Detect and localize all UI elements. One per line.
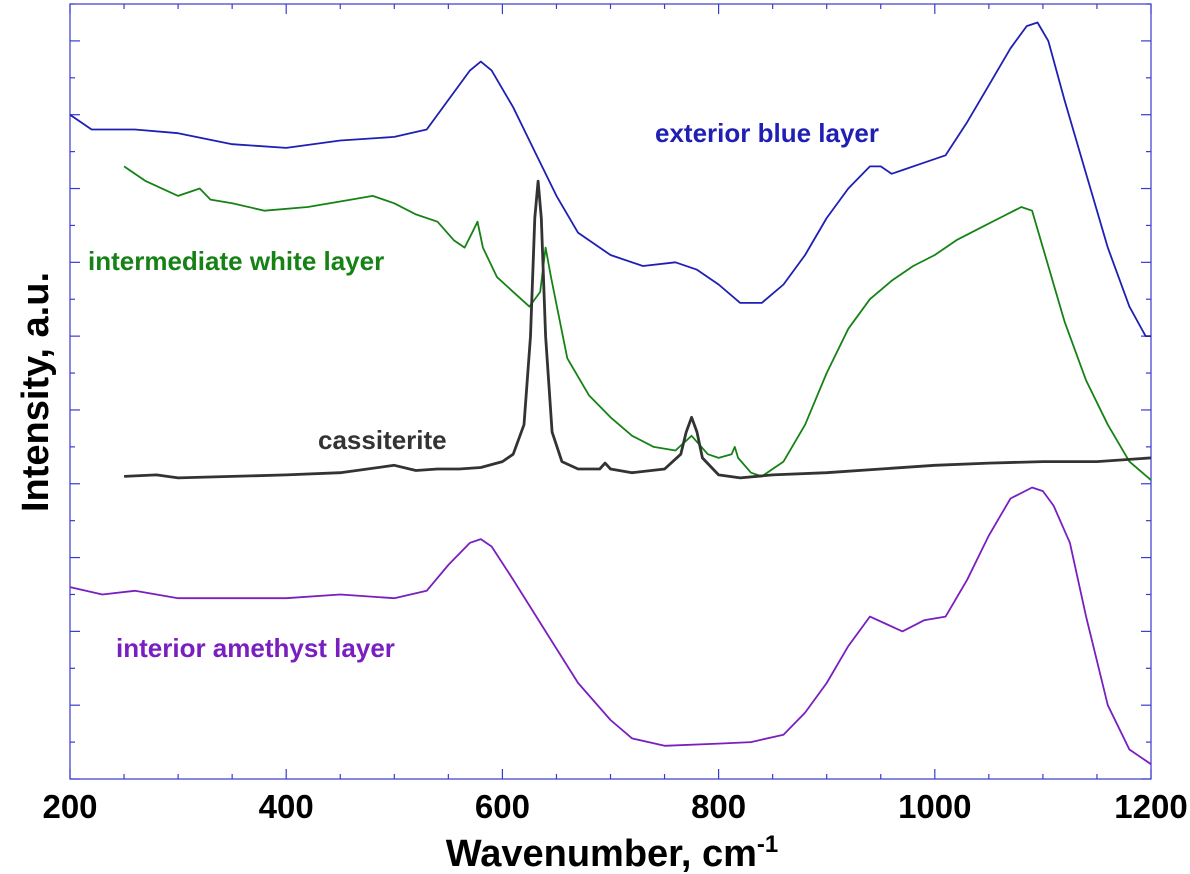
x-tick-labels: 200 400 600 800 1000 1200 bbox=[42, 788, 1187, 825]
x-axis-title-superscript: -1 bbox=[757, 831, 778, 858]
series-line-cassiterite bbox=[124, 179, 1152, 480]
x-tick-label: 1000 bbox=[898, 788, 971, 825]
x-tick-label: 600 bbox=[475, 788, 530, 825]
series-label-interior-amethyst: interior amethyst layer bbox=[116, 633, 395, 663]
series-label-intermediate-white: intermediate white layer bbox=[88, 246, 384, 276]
series-line-intermediate-white-layer bbox=[123, 165, 1152, 481]
series-line-interior-amethyst-layer bbox=[69, 486, 1152, 765]
y-axis-title: Intensity, a.u. bbox=[15, 272, 57, 512]
x-tick-label: 800 bbox=[691, 788, 746, 825]
series-label-cassiterite: cassiterite bbox=[318, 425, 447, 455]
x-axis-title: Wavenumber, cm-1 bbox=[446, 831, 779, 874]
x-tick-label: 200 bbox=[42, 788, 97, 825]
series-line-exterior-blue-layer bbox=[69, 21, 1151, 338]
series-lines bbox=[69, 21, 1152, 765]
x-tick-label: 400 bbox=[259, 788, 314, 825]
x-tick-label: 1200 bbox=[1114, 788, 1187, 825]
axis-ticks bbox=[69, 3, 1152, 780]
x-axis-title-text: Wavenumber, cm bbox=[446, 833, 757, 874]
series-label-exterior-blue: exterior blue layer bbox=[655, 118, 879, 148]
